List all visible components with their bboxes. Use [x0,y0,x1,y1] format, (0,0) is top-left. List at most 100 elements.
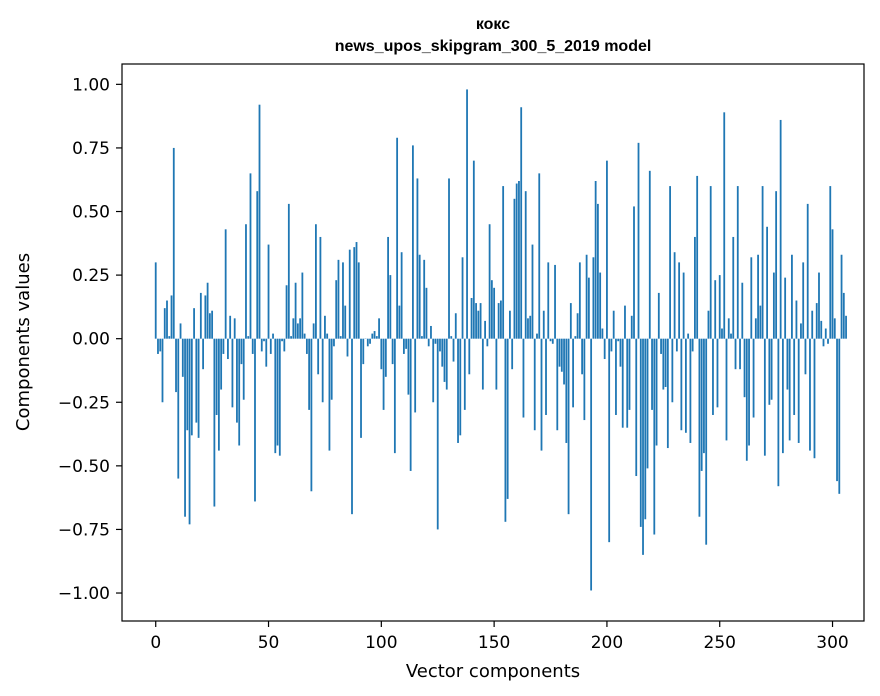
bar-144 [479,303,482,339]
bar-168 [533,338,536,431]
bar-246 [709,186,712,339]
bar-215 [639,338,642,527]
bar-20 [199,292,202,339]
bar-219 [648,170,651,339]
bar-242 [700,338,703,471]
bar-34 [231,338,234,408]
bar-105 [391,338,394,365]
bar-183 [567,338,570,515]
bar-143 [477,310,480,339]
bar-130 [448,178,450,339]
bar-56 [281,338,283,342]
bar-238 [691,338,694,352]
bar-212 [633,206,635,339]
bar-94 [366,338,369,347]
bar-54 [276,338,279,446]
bar-124 [434,338,437,344]
bar-series [154,89,847,591]
bar-111 [405,338,408,349]
bar-39 [242,338,245,400]
bar-108 [398,305,401,339]
bar-252 [723,112,726,339]
bar-201 [608,338,611,543]
bar-100 [380,338,383,370]
bar-118 [421,336,423,339]
bar-147 [486,338,489,347]
bar-306 [845,315,847,339]
bar-69 [310,338,313,492]
bar-245 [707,310,710,339]
bar-106 [393,338,396,454]
bar-301 [833,318,836,339]
bar-211 [630,315,633,339]
bar-207 [621,338,624,428]
bar-149 [490,280,493,339]
bar-153 [499,300,502,339]
bar-85 [346,338,349,357]
y-tick-label: 1.00 [72,75,110,95]
bar-182 [565,338,568,443]
bar-73 [319,236,322,339]
bar-283 [793,338,796,415]
y-tick-label: 0.50 [72,203,110,223]
bar-134 [457,338,459,443]
bar-190 [583,338,586,421]
bar-208 [624,305,626,339]
bar-6 [168,336,171,339]
chart-subtitle: news_upos_skipgram_300_5_2019 model [335,38,652,55]
bar-248 [714,280,717,339]
bar-87 [351,338,353,515]
bar-198 [601,328,604,339]
bar-135 [459,338,462,436]
bar-0 [154,262,157,339]
bar-59 [287,203,290,339]
bar-128 [443,338,446,382]
y-axis: 1.00 0.75 0.50 0.25 0.00 −0.25 −0.50 −0.75 −1.00 [58,75,122,604]
bar-32 [227,338,229,360]
bar-225 [662,338,665,390]
bar-278 [781,338,784,454]
bar-23 [206,282,209,339]
bar-45 [256,191,259,339]
bar-115 [414,338,417,413]
bar-15 [188,338,191,525]
bar-244 [705,338,708,545]
bar-256 [732,236,735,339]
bar-120 [425,287,428,339]
bar-31 [224,229,227,339]
bar-19 [197,338,200,438]
bar-294 [818,272,820,339]
bar-161 [518,181,520,339]
bar-282 [791,254,793,339]
x-tick-label: 100 [365,633,397,653]
bar-220 [651,338,653,410]
bar-264 [750,257,753,339]
bar-52 [272,333,274,339]
bar-229 [671,338,674,403]
bar-257 [734,338,737,370]
bar-261 [743,338,746,398]
y-tick-label: 0.00 [72,330,110,350]
bar-146 [484,320,486,339]
bar-293 [815,303,818,339]
bar-253 [725,338,728,441]
bar-152 [497,303,500,339]
bar-157 [509,310,511,339]
bar-163 [522,338,525,418]
bar-41 [247,336,250,339]
bar-24 [208,313,211,339]
bar-82 [339,336,342,339]
y-tick-label: −0.75 [58,520,110,540]
bar-84 [344,305,347,339]
bar-184 [569,303,572,339]
bar-193 [590,338,593,591]
bar-129 [445,338,448,390]
bar-281 [788,338,791,441]
bar-86 [348,249,351,339]
bar-33 [229,315,232,339]
x-axis-label: Vector components [406,661,580,682]
bar-126 [439,338,441,352]
bar-269 [761,186,764,339]
bar-57 [283,338,286,352]
bar-260 [741,282,744,339]
